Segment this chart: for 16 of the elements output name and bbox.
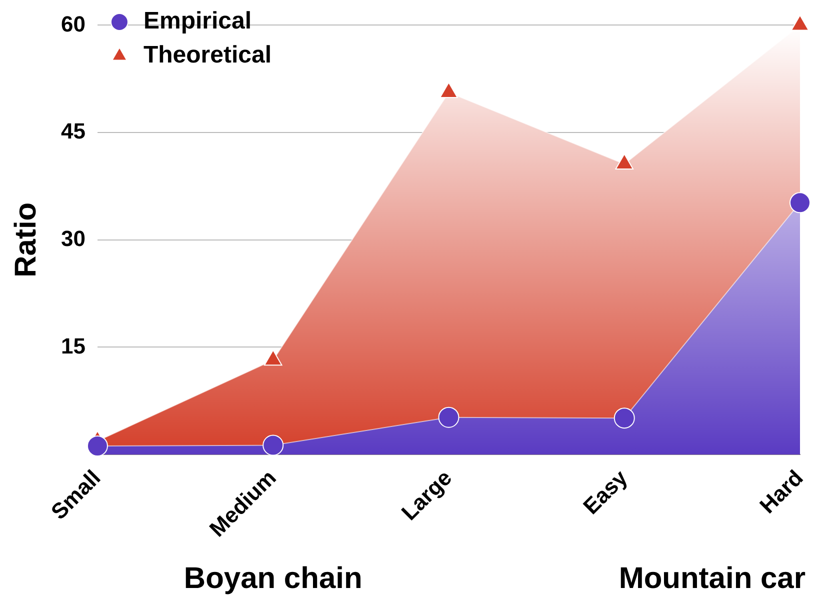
legend-label: Empirical	[143, 8, 252, 35]
y-axis-title: Ratio	[9, 202, 42, 278]
point	[438, 406, 460, 428]
y-tick-label: 30	[60, 226, 86, 251]
point	[790, 14, 810, 31]
text: Boyan chain	[184, 562, 362, 595]
text: Mountain car	[618, 562, 806, 595]
point	[262, 434, 284, 456]
point	[86, 435, 108, 456]
point	[440, 82, 458, 98]
legend-label: Theoretical	[143, 42, 272, 69]
point	[615, 154, 634, 170]
y-tick-label: 60	[60, 11, 86, 36]
y-tick-label: 45	[60, 118, 86, 144]
y-tick-label: 15	[60, 333, 86, 358]
point	[614, 408, 635, 429]
